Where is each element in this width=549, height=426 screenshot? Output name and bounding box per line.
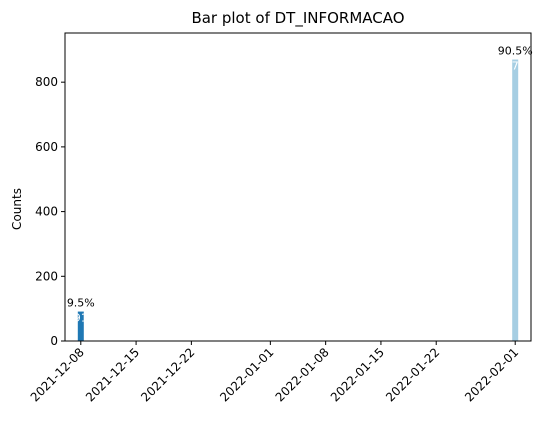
y-tick-label-3: 600 [35, 140, 58, 154]
y-tick-label-4: 800 [35, 75, 58, 89]
bar-0 [77, 311, 84, 341]
bar-percent-label-1: 90.5% [498, 45, 533, 58]
bar-count-label-0: 91 [74, 312, 88, 325]
x-tick-label-3: 2022-01-01 [217, 345, 276, 404]
x-tick-label-1: 2021-12-15 [83, 345, 142, 404]
x-tick-label-7: 2022-02-01 [462, 345, 521, 404]
x-tick-label-2: 2021-12-22 [138, 345, 197, 404]
bar-percent-label-0: 9.5% [67, 297, 95, 310]
bar-1 [512, 59, 519, 341]
plot-area: 919.5%87090.5%02004006008002021-12-08202… [28, 32, 533, 404]
x-tick-label-5: 2022-01-15 [328, 345, 387, 404]
x-tick-label-4: 2022-01-08 [273, 345, 332, 404]
bar-count-label-1: 870 [505, 60, 526, 73]
x-tick-label-6: 2022-01-22 [383, 345, 442, 404]
y-tick-label-1: 200 [35, 269, 58, 283]
x-tick-label-0: 2021-12-08 [28, 345, 87, 404]
y-axis-label: Counts [10, 188, 24, 230]
chart-title: Bar plot of DT_INFORMACAO [191, 9, 404, 28]
y-tick-label-0: 0 [50, 334, 58, 348]
axes-frame [64, 32, 532, 342]
y-tick-label-2: 400 [35, 205, 58, 219]
